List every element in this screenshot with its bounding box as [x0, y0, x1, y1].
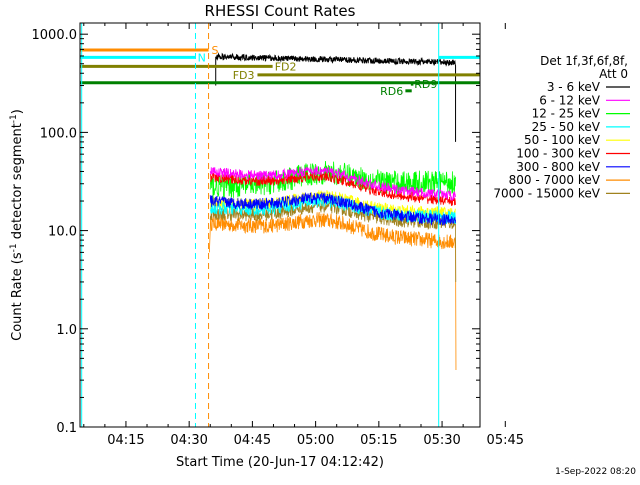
band-label-s: S — [212, 44, 219, 57]
x-tick-label-05:30: 05:30 — [423, 433, 460, 448]
series-line-300-800-kev — [209, 191, 456, 226]
y-axis-title-close: ) — [10, 109, 25, 114]
legend-label-800-7000-kev: 800 - 7000 keV — [509, 173, 601, 187]
legend-label-300-800-kev: 300 - 800 keV — [516, 160, 600, 174]
series-line-100-300-kev — [209, 171, 456, 207]
instrument-state-bands: SN FD2 FD3 RD6 RD9 — [80, 44, 480, 98]
band-label-rd6: RD6 — [380, 85, 403, 98]
y-tick-label-100.0: 100.0 — [40, 126, 77, 141]
legend-label-12-25-kev: 12 - 25 keV — [532, 107, 601, 121]
x-tick-label-04:15: 04:15 — [107, 433, 144, 448]
x-axis-ticks: 04:15 04:30 04:45 05:00 05:15 05:30 05:45 — [83, 23, 524, 448]
legend-label-3-6-kev: 3 - 6 keV — [547, 80, 601, 94]
x-tick-label-05:15: 05:15 — [360, 433, 397, 448]
x-tick-label-05:00: 05:00 — [297, 433, 334, 448]
legend-label-7000-15000-kev: 7000 - 15000 keV — [493, 186, 600, 200]
data-layer — [209, 52, 457, 371]
legend-label-25-50-kev: 25 - 50 keV — [532, 120, 601, 134]
y-tick-label-1000.0: 1000.0 — [32, 28, 78, 43]
plot-frame — [79, 22, 481, 428]
plot-date-stamp: 1-Sep-2022 08:20 — [555, 467, 636, 477]
y-tick-label-10.0: 10.0 — [48, 225, 77, 240]
chart-title: RHESSI Count Rates — [205, 2, 356, 20]
legend-label-50-100-kev: 50 - 100 keV — [524, 133, 601, 147]
series-line-7000-15000-kev — [209, 198, 457, 282]
legend-header-attenuator: Att 0 — [599, 67, 628, 81]
y-tick-label-0.1: 0.1 — [56, 421, 77, 436]
series-line-6-12-kev — [209, 164, 456, 201]
y-axis-title: Count Rate (s-1 detector segment-1) — [9, 109, 25, 341]
y-axis-ticks: 0.1 1.0 10.0 100.0 1000.0 — [32, 28, 480, 436]
band-label-fd2: FD2 — [275, 60, 297, 73]
series-line-800-7000-kev — [209, 212, 457, 371]
x-tick-label-05:45: 05:45 — [487, 433, 524, 448]
x-tick-label-04:30: 04:30 — [170, 433, 207, 448]
x-tick-label-04:45: 04:45 — [234, 433, 271, 448]
band-label-n: N — [198, 51, 206, 64]
y-axis-title-middle: detector segment — [10, 123, 25, 243]
legend-label-100-300-kev: 100 - 300 keV — [516, 147, 600, 161]
x-axis-title: Start Time (20-Jun-17 04:12:42) — [176, 455, 384, 470]
vertical-markers — [81, 23, 440, 427]
band-label-fd3: FD3 — [233, 69, 255, 82]
legend-label-6-12-kev: 6 - 12 keV — [539, 93, 601, 107]
y-axis-title-exponent: -1 — [9, 243, 19, 252]
band-label-rd9: RD9 — [414, 78, 437, 91]
y-tick-label-1.0: 1.0 — [56, 323, 77, 338]
y-axis-title-exponent-2: -1 — [9, 114, 19, 123]
legend-header-detectors: Det 1f,3f,6f,8f, — [540, 54, 628, 68]
series-line-3-6-kev — [215, 52, 457, 142]
y-axis-title-main: Count Rate (s — [10, 252, 25, 341]
